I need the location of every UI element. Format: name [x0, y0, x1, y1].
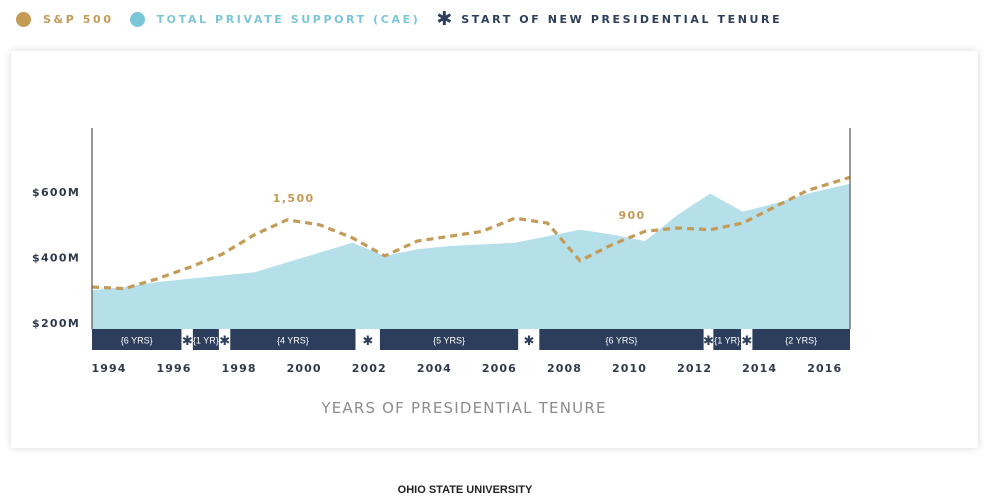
annotation-label: 1,500: [273, 192, 315, 205]
x-axis-label: YEARS OF PRESIDENTIAL TENURE: [320, 399, 606, 417]
legend-item-support: TOTAL PRIVATE SUPPORT (CAE): [129, 11, 421, 27]
tenure-start-asterisk-icon: ✱: [523, 334, 534, 349]
annotation-label: 900: [618, 209, 645, 222]
tenure-bar: [752, 329, 850, 350]
tenure-bar-label: {1 YR}: [714, 336, 740, 346]
tenure-bar: [713, 329, 742, 350]
tenure-bar-label: {2 YRS}: [785, 336, 817, 346]
y-tick-label: $400M: [32, 252, 80, 265]
x-tick-label: 2010: [612, 362, 647, 375]
tenure-bar-label: {6 YRS}: [606, 336, 638, 346]
tenure-start-asterisk-icon: ✱: [362, 334, 373, 349]
x-tick-label: 2002: [352, 362, 387, 375]
tenure-bar: [539, 329, 704, 350]
x-tick-label: 2006: [482, 362, 517, 375]
x-tick-label: 2000: [287, 362, 322, 375]
tenure-start-asterisk-icon: ✱: [182, 334, 193, 349]
sp500-line: [91, 175, 851, 291]
x-tick-label: 2012: [677, 362, 712, 375]
chart-card: $200M $400M $600M 1,500 900 {6 YRS} {1 YR} {4 Y…: [11, 51, 978, 448]
footer-label: OHIO STATE UNIVERSITY: [397, 484, 533, 496]
x-tick-label: 1994: [91, 362, 126, 375]
tenure-bar: [379, 329, 519, 350]
legend: S&P 500 TOTAL PRIVATE SUPPORT (CAE) ✱ ST…: [16, 8, 798, 30]
tenure-bar: [92, 329, 182, 350]
legend-item-sp500: S&P 500: [16, 11, 114, 27]
legend-support-label: TOTAL PRIVATE SUPPORT (CAE): [156, 12, 421, 26]
legend-tenure-label: START OF NEW PRESIDENTIAL TENURE: [461, 12, 783, 26]
chart: $200M $400M $600M 1,500 900 {6 YRS} {1 YR} {4 Y…: [32, 128, 851, 417]
asterisk-icon: ✱: [436, 7, 453, 30]
x-tick-label: 1998: [222, 362, 257, 375]
tenure-start-asterisk-icon: ✱: [219, 334, 230, 349]
support-area: [92, 183, 850, 329]
x-tick-label: 2008: [547, 362, 582, 375]
tenure-bar-label: {6 YRS}: [121, 336, 153, 346]
x-tick-label: 2014: [742, 362, 777, 375]
legend-item-tenure: ✱ START OF NEW PRESIDENTIAL TENURE: [436, 7, 783, 30]
y-tick-label: $200M: [32, 317, 80, 330]
legend-support-dot-icon: [129, 11, 145, 27]
tenure-start-asterisk-icon: ✱: [741, 334, 752, 349]
x-tick-label: 2016: [807, 362, 842, 375]
x-tick-label: 2004: [417, 362, 452, 375]
tenure-bar-label: {4 YRS}: [277, 336, 309, 346]
x-tick-label: 1996: [157, 362, 192, 375]
tenure-bar-label: {5 YRS}: [433, 336, 465, 346]
tenure-bar-label: {1 YR}: [193, 336, 219, 346]
y-tick-label: $600M: [32, 186, 80, 199]
tenure-bar: [192, 329, 219, 350]
legend-sp500-dot-icon: [16, 11, 31, 27]
legend-sp500-label: S&P 500: [43, 12, 114, 26]
tenure-start-asterisk-icon: ✱: [703, 334, 714, 349]
tenure-bar: [230, 329, 356, 350]
